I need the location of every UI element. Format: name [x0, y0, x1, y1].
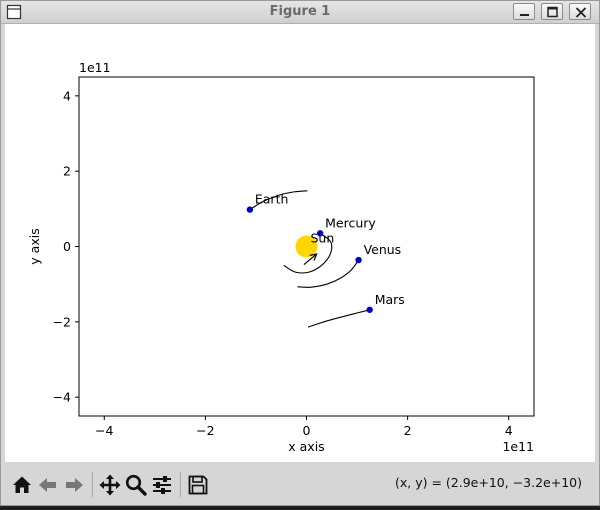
planet-label-venus: Venus [364, 242, 402, 257]
home-icon [13, 476, 31, 493]
zoom-button[interactable] [123, 472, 149, 498]
planet-label-mars: Mars [375, 292, 405, 307]
x-axis-label: x axis [288, 439, 324, 454]
maximize-button[interactable] [541, 3, 563, 20]
x-tick-label: 4 [505, 423, 513, 438]
subplots-sliders-icon [153, 476, 171, 494]
sun-marker [295, 235, 318, 258]
back-arrow-icon [39, 478, 56, 492]
orbit-trail-earth [249, 190, 308, 211]
save-button[interactable] [185, 472, 211, 498]
close-button[interactable] [569, 3, 591, 20]
maximize-icon [547, 6, 558, 18]
y-tick-label: −2 [53, 314, 71, 329]
x-tick-label: −2 [196, 423, 214, 438]
planet-point-mercury [316, 230, 324, 237]
planet-label-mercury: Mercury [325, 215, 376, 230]
planet-label-earth: Earth [255, 192, 289, 207]
x-offset-text: 1e11 [502, 439, 534, 454]
back-button[interactable] [35, 472, 61, 498]
velocity-arrow [303, 253, 317, 266]
pan-button[interactable] [97, 472, 123, 498]
zoom-magnifier-icon [125, 474, 147, 496]
minimize-button[interactable] [513, 3, 535, 20]
orbit-trail-mars [307, 309, 370, 328]
velocity-arrow-head [309, 253, 318, 261]
toolbar-separator [180, 472, 181, 497]
figure-canvas[interactable]: −4 −2 0 2 4 −4 −2 0 2 4 1e11 1e11 x axis y axis Mercur… [5, 24, 595, 462]
x-tick-label: 0 [303, 423, 311, 438]
minimize-icon [520, 14, 529, 16]
planet-point-earth [246, 206, 254, 213]
forward-arrow-icon [66, 478, 83, 492]
y-tick-label: 4 [63, 88, 71, 103]
configure-subplots-button[interactable] [149, 472, 175, 498]
home-button[interactable] [9, 472, 35, 498]
toolbar-separator [92, 472, 93, 497]
close-icon [575, 7, 587, 18]
x-tick-label: 2 [404, 423, 412, 438]
y-tick-label: 0 [63, 239, 71, 254]
window-menu-icon[interactable] [6, 4, 22, 20]
planet-point-venus [355, 256, 362, 264]
x-tick-label: −4 [95, 423, 113, 438]
orbit-trail-mercury [283, 232, 333, 274]
planet-point-mars [366, 306, 373, 313]
cursor-coordinates: (x, y) = (2.9e+10, −3.2e+10) [395, 475, 582, 490]
pan-move-icon [99, 474, 121, 496]
save-floppy-icon [188, 475, 208, 495]
orbit-trail-venus [297, 259, 360, 288]
sun-label: Sun [311, 231, 335, 246]
y-tick-label: −4 [53, 390, 71, 405]
navigation-toolbar: (x, y) = (2.9e+10, −3.2e+10) [1, 463, 599, 505]
y-tick-label: 2 [63, 164, 71, 179]
forward-button[interactable] [61, 472, 87, 498]
y-offset-text: 1e11 [79, 60, 111, 75]
y-axis-label: y axis [27, 228, 42, 264]
window-title: Figure 1 [269, 4, 331, 19]
title-bar[interactable]: Figure 1 [1, 1, 599, 24]
